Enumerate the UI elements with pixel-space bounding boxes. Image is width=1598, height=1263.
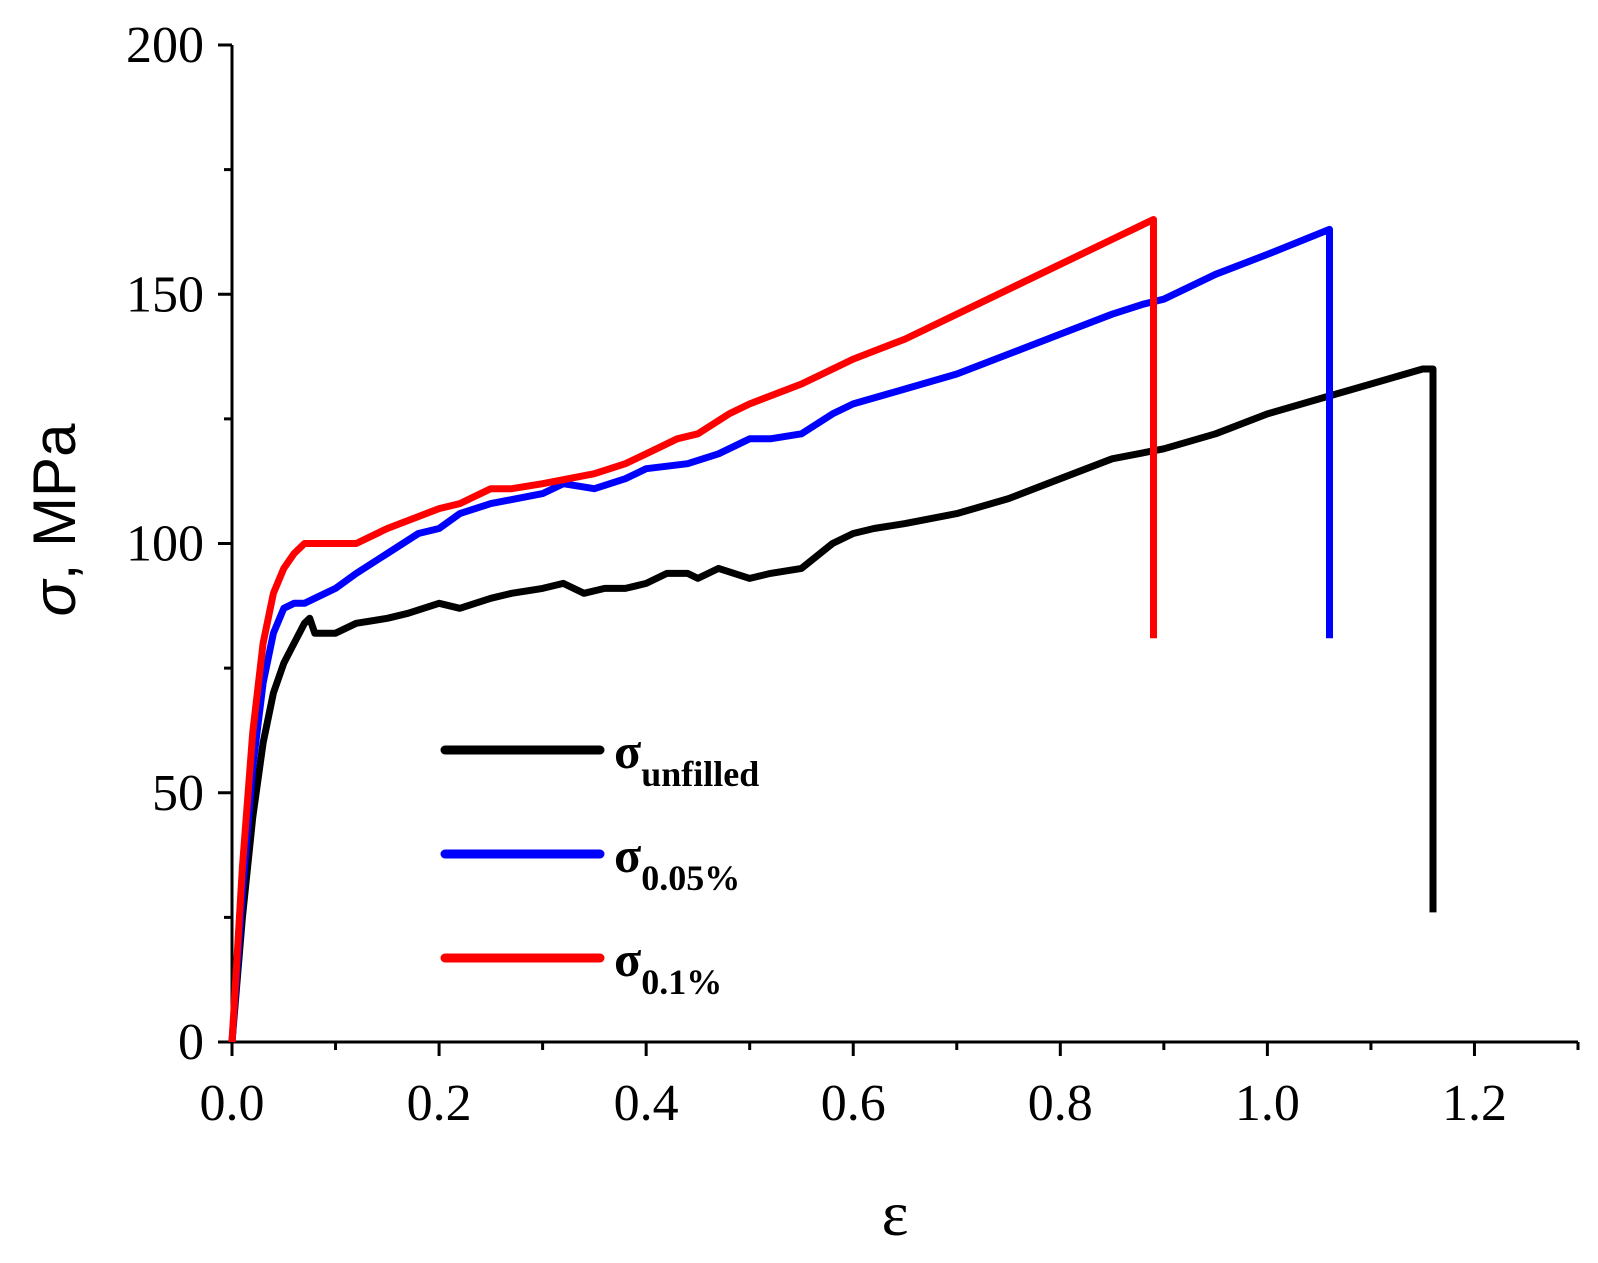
legend-label-sub: 0.1% [641, 962, 722, 1002]
x-tick-label: 0.4 [614, 1075, 679, 1132]
x-tick-label: 0.0 [200, 1075, 265, 1132]
legend-label-0: σunfilled [614, 723, 759, 794]
legend-label-main: σ [614, 931, 641, 987]
x-tick-label: 1.2 [1442, 1075, 1507, 1132]
y-tick-label: 0 [178, 1014, 204, 1071]
legend-label-sub: 0.05% [641, 858, 740, 898]
legend-label-2: σ0.1% [614, 931, 722, 1002]
y-tick-label: 150 [126, 266, 204, 323]
y-axis-title: σ, MPa [21, 423, 88, 617]
x-axis-title: ε [882, 1178, 909, 1249]
x-tick-label: 0.2 [407, 1075, 472, 1132]
y-axis-title-unit: , MPa [21, 423, 88, 580]
x-tick-label: 1.0 [1235, 1075, 1300, 1132]
y-tick-label: 200 [126, 17, 204, 74]
series-layer [228, 216, 1437, 1043]
legend-label-1: σ0.05% [614, 827, 740, 898]
legend-label-sub: unfilled [641, 754, 759, 794]
x-tick-label: 0.6 [821, 1075, 886, 1132]
y-tick-label: 50 [152, 765, 204, 822]
series-line-1 [228, 225, 1333, 1043]
y-tick-label: 100 [126, 516, 204, 573]
series-line-2 [228, 216, 1157, 1043]
legend-label-main: σ [614, 827, 641, 883]
x-tick-label: 0.8 [1028, 1075, 1093, 1132]
series-line-0 [228, 365, 1437, 1043]
axes: 0.0 0.2 0.4 0.6 0.8 1.0 1.2 0 50 100 150 200 [126, 17, 1580, 1132]
legend-label-main: σ [614, 723, 641, 779]
y-axis-title-symbol: σ [21, 577, 88, 616]
